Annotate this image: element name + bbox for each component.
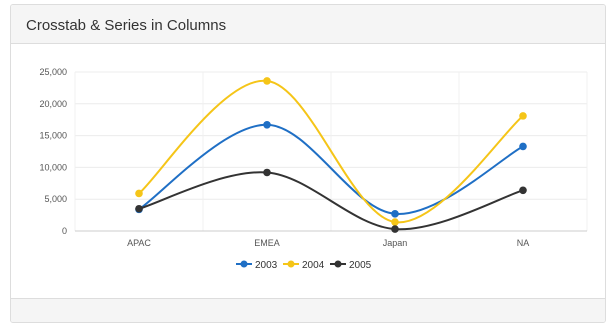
chart-panel: Crosstab & Series in Columns [10,4,606,323]
panel-title: Crosstab & Series in Columns [26,17,227,34]
x-tick-label: Japan [383,238,408,248]
legend-label-2004: 2004 [302,260,325,271]
panel-footer [11,298,605,322]
data-point-2005 [135,204,143,213]
legend-label-2003: 2003 [255,260,278,271]
data-point-2004 [135,189,143,198]
y-tick-label: 10,000 [39,162,67,172]
data-point-2005 [519,186,527,195]
x-tick-label: NA [517,238,530,248]
legend-label-2005: 2005 [349,260,372,271]
data-point-2005 [263,168,271,177]
data-point-2003 [391,210,399,218]
data-point-2004 [263,77,271,85]
y-tick-label: 15,000 [39,131,67,141]
x-tick-label: EMEA [254,238,280,248]
legend-marker-2003 [240,260,248,268]
y-tick-label: 0 [62,226,67,236]
data-point-2004 [391,218,399,226]
data-point-2005 [391,225,399,233]
y-tick-label: 25,000 [39,67,67,77]
data-point-2003 [519,142,527,151]
legend-marker-2004 [287,260,295,268]
x-tick-label: APAC [127,238,151,248]
data-point-2003 [263,120,271,129]
panel-heading: Crosstab & Series in Columns [11,5,605,44]
data-point-2004 [519,112,527,120]
y-tick-label: 20,000 [39,99,67,109]
legend-marker-2005 [334,260,342,268]
y-tick-label: 5,000 [44,194,67,204]
series-line-2005 [138,171,524,231]
series-line-2003 [138,123,524,215]
series-line-2004 [138,79,524,224]
